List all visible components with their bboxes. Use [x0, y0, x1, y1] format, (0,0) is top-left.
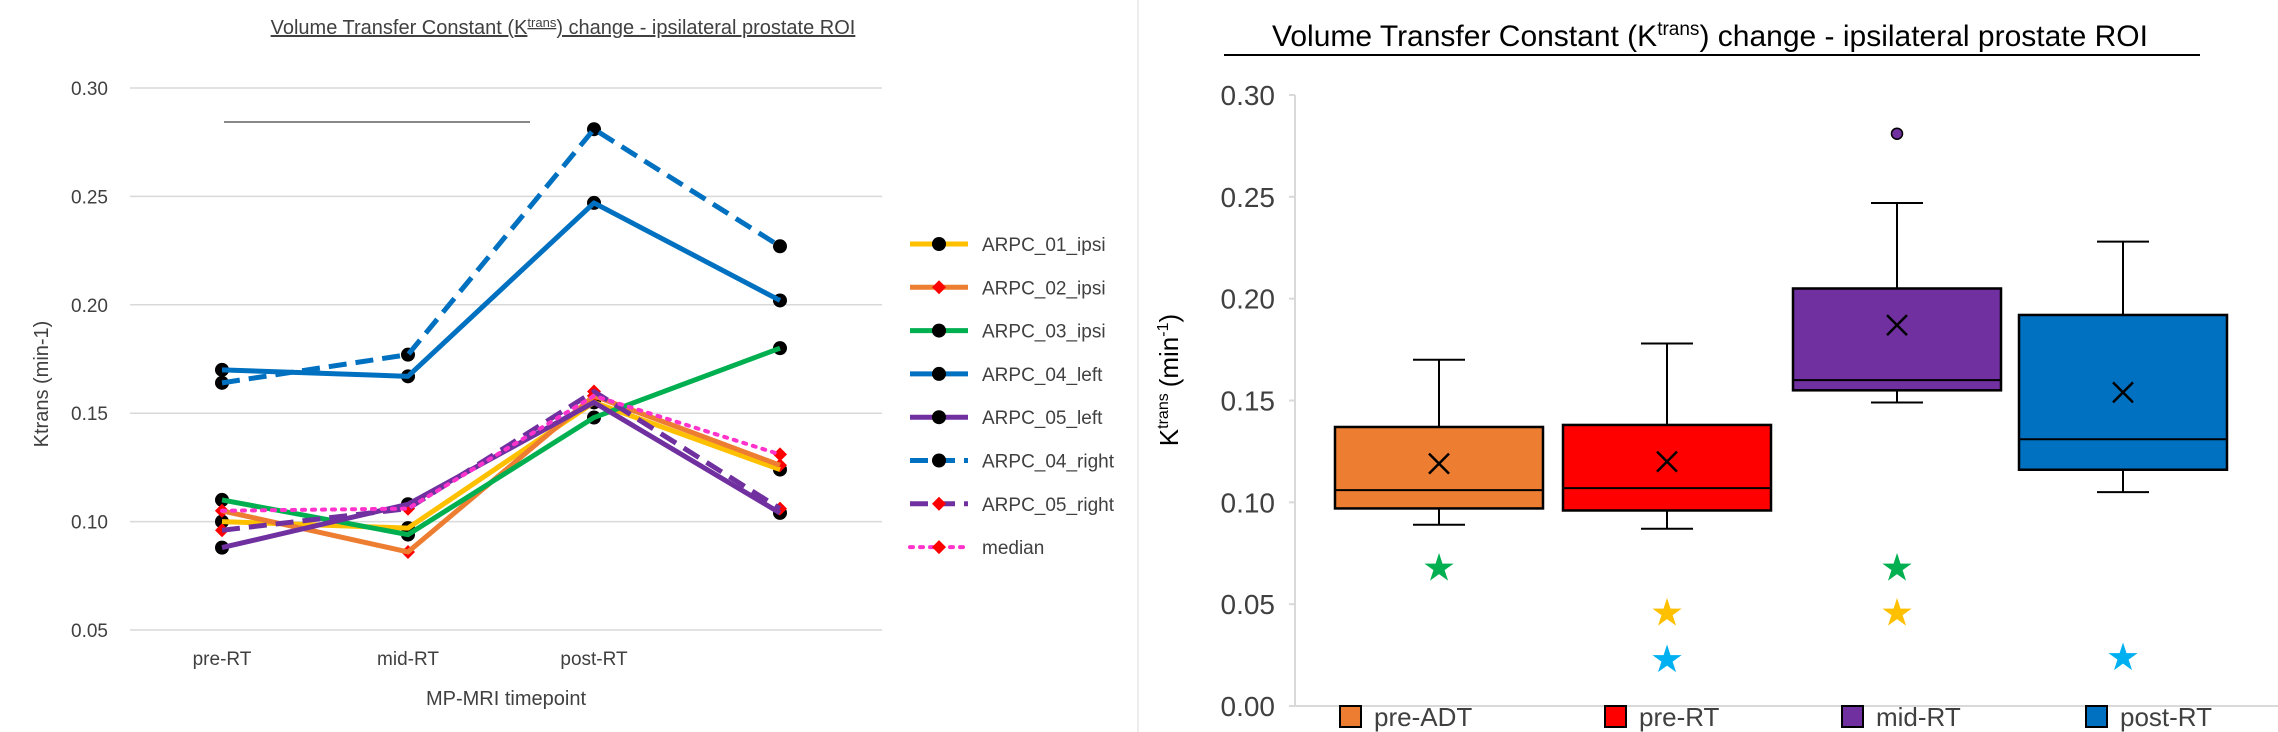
legend-label: ARPC_03_ipsi: [982, 322, 1106, 343]
significance-star: ★: [1650, 592, 1684, 634]
box-body: [1791, 287, 2003, 392]
mean-marker: [1886, 314, 1908, 337]
y-tick-label: 0.25: [1221, 182, 1276, 213]
panel-divider: [1137, 0, 1139, 732]
y-tick-label: 0.05: [1221, 589, 1276, 620]
line-chart-xlabel: MP-MRI timepoint: [426, 688, 586, 710]
legend-label: ARPC_05_left: [982, 408, 1103, 429]
x-tick-label: mid-RT: [377, 649, 439, 670]
legend-swatch: [1604, 705, 1627, 728]
legend-label: ARPC_04_right: [982, 452, 1115, 473]
y-tick-label: 0.20: [1221, 284, 1276, 315]
x-tick-label: post-RT: [560, 649, 628, 670]
legend-label: ARPC_04_left: [982, 365, 1103, 386]
legend-marker: [932, 453, 946, 468]
line-chart: Volume Transfer Constant (Ktrans) change…: [31, 15, 1115, 710]
outlier-point: [1890, 127, 1904, 140]
mean-marker: [1656, 450, 1678, 473]
legend-label: median: [982, 538, 1044, 559]
y-tick-label: 0.20: [71, 296, 108, 317]
significance-star: ★: [1422, 548, 1456, 590]
line-chart-ylabel: Ktrans (min-1): [31, 321, 53, 448]
box-body: [1561, 423, 1773, 512]
legend-swatch: [2085, 705, 2108, 728]
mean-marker: [2112, 381, 2134, 404]
series-line-ARPC_04_right: [221, 126, 782, 386]
legend-marker: [932, 410, 946, 425]
y-tick-label: 0.30: [71, 79, 108, 100]
x-tick-label: pre-RT: [193, 649, 252, 670]
y-tick-label: 0.25: [71, 187, 108, 208]
legend-marker: [932, 540, 946, 555]
y-tick-label: 0.10: [1221, 487, 1276, 518]
legend-marker: [932, 366, 946, 381]
significance-star: ★: [1650, 639, 1684, 681]
legend-swatch: [1841, 705, 1864, 728]
legend-marker: [932, 237, 946, 251]
y-tick-label: 0.00: [1221, 691, 1276, 722]
series-line-median: [220, 393, 782, 513]
significance-star: ★: [1880, 548, 1914, 590]
box-chart-ylabel: Ktrans(min-1): [1154, 314, 1184, 446]
series-line-ARPC_05_right: [221, 389, 782, 533]
legend-marker: [932, 280, 946, 295]
line-chart-legend: ARPC_01_ipsi ARPC_02_ipsi ARPC_03_ipsi ARPC…: [908, 235, 1115, 559]
box-mid-RT: [1791, 127, 2003, 404]
y-tick-label: 0.15: [71, 404, 108, 425]
legend-marker: [932, 323, 946, 338]
legend-label: ARPC_05_right: [982, 495, 1115, 516]
y-tick-label: 0.10: [71, 513, 108, 534]
box-chart: Volume Transfer Constant (Ktrans) change…: [1154, 19, 2278, 732]
legend-label: ARPC_01_ipsi: [982, 235, 1106, 256]
box-body: [1333, 425, 1545, 510]
box-pre-RT: [1561, 342, 1773, 530]
y-tick-label: 0.15: [1221, 386, 1276, 417]
legend-label: pre-RT: [1639, 702, 1720, 732]
box-post-RT: [2017, 240, 2229, 494]
line-chart-title: Volume Transfer Constant (Ktrans) change…: [271, 15, 856, 39]
data-point-median: [773, 447, 787, 462]
data-point-ARPC_04_right: [773, 239, 787, 254]
series-line-ARPC_04_left: [221, 200, 782, 379]
significance-star: ★: [1880, 592, 1914, 634]
box-chart-title: Volume Transfer Constant (Ktrans) change…: [1272, 19, 2148, 53]
legend-label: pre-ADT: [1374, 702, 1472, 732]
box-chart-legend: pre-ADT pre-RT mid-RT post-RT: [1339, 702, 2212, 732]
y-tick-label: 0.30: [1221, 80, 1276, 111]
legend-label: ARPC_02_ipsi: [982, 278, 1106, 299]
significance-star: ★: [2106, 637, 2140, 679]
mean-marker: [1428, 452, 1450, 475]
legend-label: mid-RT: [1876, 702, 1961, 732]
y-tick-label: 0.05: [71, 621, 108, 642]
legend-label: post-RT: [2120, 702, 2212, 732]
legend-swatch: [1339, 705, 1362, 728]
box-pre-ADT: [1333, 358, 1545, 526]
legend-marker: [932, 496, 946, 511]
